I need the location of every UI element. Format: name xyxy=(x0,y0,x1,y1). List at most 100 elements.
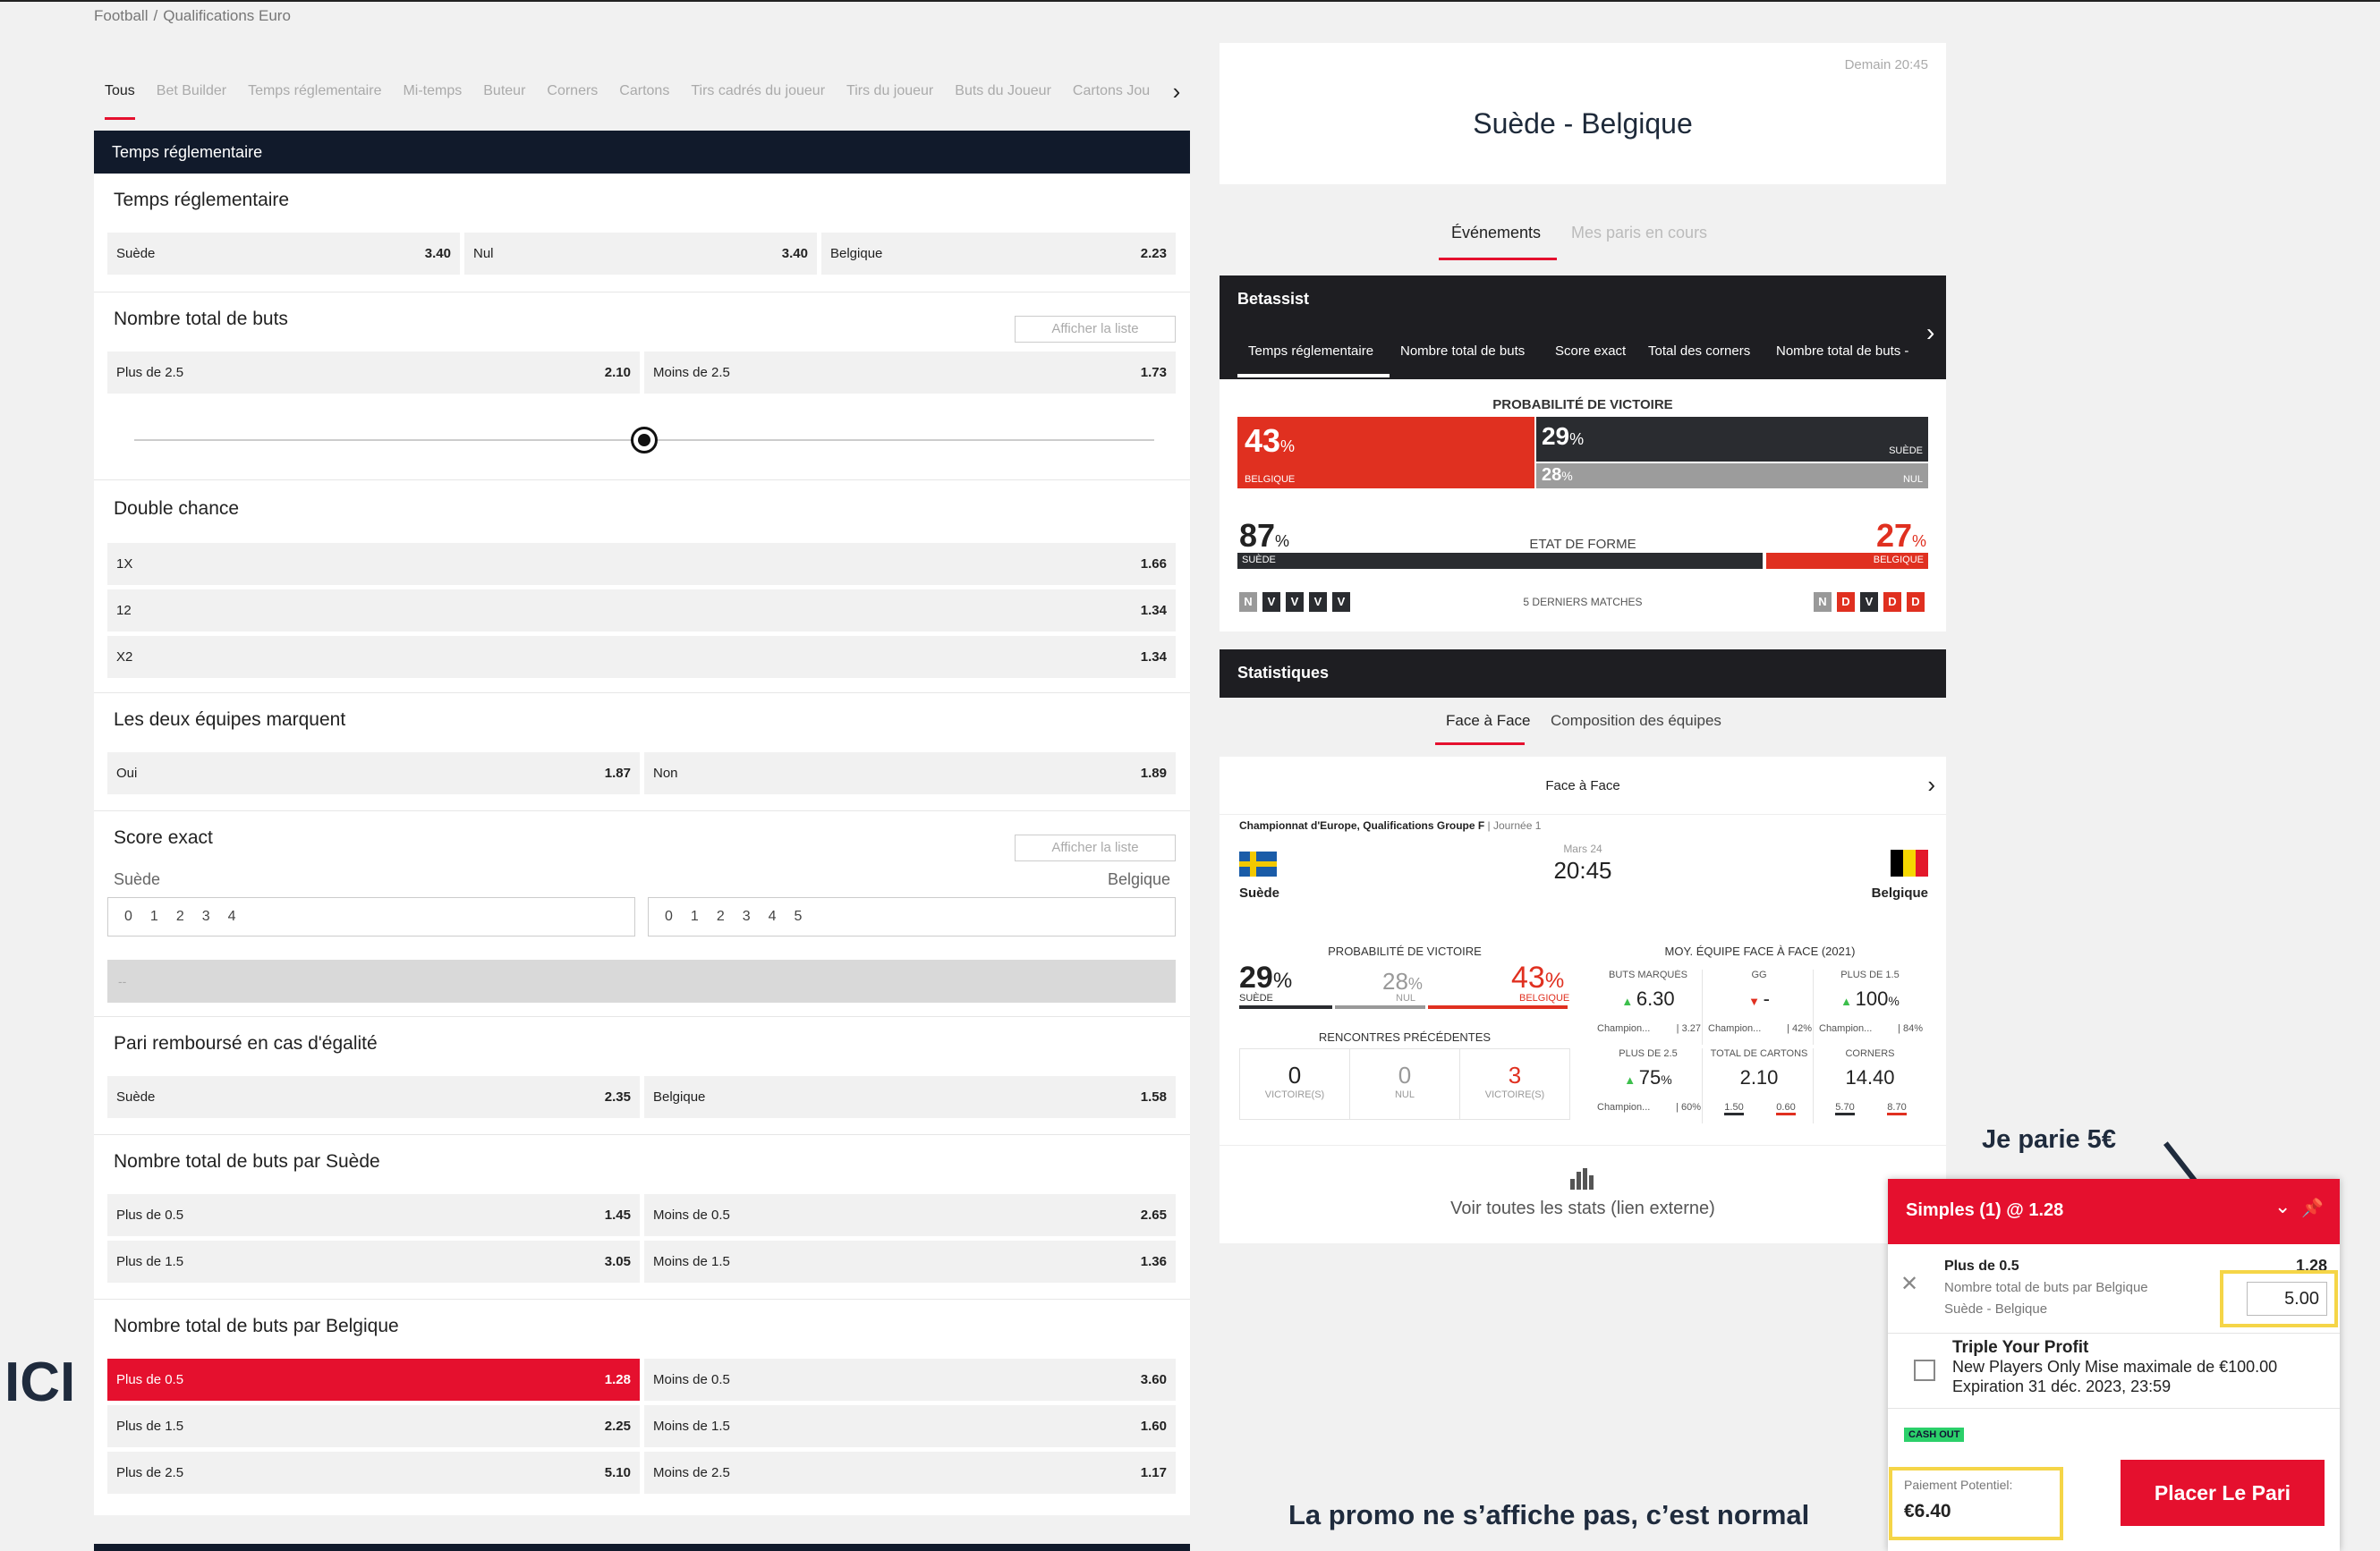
markets-panel: Temps réglementaire Temps réglementaire … xyxy=(94,131,1190,1515)
ba-active-tab-indicator xyxy=(1237,374,1390,377)
odd-button[interactable]: Plus de 1.5 3.05 xyxy=(107,1241,640,1283)
market-tabs: Tous Bet Builder Temps réglementaire Mi-… xyxy=(94,70,1190,122)
pct-sign: % xyxy=(1280,437,1296,455)
avg-sub: 5.70 8.70 xyxy=(1819,1102,1923,1115)
odd-button[interactable]: Moins de 2.5 1.17 xyxy=(644,1452,1176,1494)
odd-button[interactable]: Non 1.89 xyxy=(644,752,1176,794)
away-score-picker[interactable]: 0 1 2 3 4 5 xyxy=(648,897,1176,937)
belgique-prob-bar: 43% BELGIQUE xyxy=(1237,417,1534,488)
score-option[interactable]: 0 xyxy=(665,909,673,924)
chevron-right-icon[interactable]: › xyxy=(1163,70,1190,113)
odd-button[interactable]: X2 1.34 xyxy=(107,636,1176,678)
odd-label: Moins de 0.5 xyxy=(653,1208,730,1223)
tab-corners[interactable]: Corners xyxy=(547,83,599,98)
odd-button[interactable]: Moins de 1.5 1.60 xyxy=(644,1405,1176,1447)
score-option[interactable]: 3 xyxy=(201,909,210,924)
odd-button[interactable]: Moins de 1.5 1.36 xyxy=(644,1241,1176,1283)
tab-temps-reglementaire[interactable]: Temps réglementaire xyxy=(248,83,382,98)
exact-score-odd-button[interactable]: -- xyxy=(107,960,1176,1003)
tab-cartons-joueur[interactable]: Cartons Jou xyxy=(1072,83,1151,98)
ba-tab-exact[interactable]: Score exact xyxy=(1555,343,1627,359)
score-option[interactable]: 5 xyxy=(794,909,803,924)
odd-button[interactable]: Plus de 0.5 1.45 xyxy=(107,1194,640,1236)
tab-tirs-cadres[interactable]: Tirs cadrés du joueur xyxy=(691,83,826,98)
pct-sign: % xyxy=(1544,969,1565,993)
tab-buteur[interactable]: Buteur xyxy=(483,83,526,98)
odd-label: Moins de 2.5 xyxy=(653,1465,730,1480)
tab-cartons[interactable]: Cartons xyxy=(619,83,670,98)
odd-button[interactable]: Belgique 2.23 xyxy=(821,233,1176,275)
score-option[interactable]: 1 xyxy=(149,909,158,924)
odd-button[interactable]: Suède 2.35 xyxy=(107,1076,640,1118)
show-list-button[interactable]: Afficher la liste xyxy=(1015,316,1176,343)
tab-mes-paris[interactable]: Mes paris en cours xyxy=(1571,224,1708,242)
odd-button[interactable]: 1X 1.66 xyxy=(107,543,1176,585)
score-option[interactable]: 4 xyxy=(227,909,236,924)
match-header: Demain 20:45 Suède - Belgique xyxy=(1220,43,1946,184)
odd-button[interactable]: Moins de 2.5 1.73 xyxy=(644,352,1176,394)
score-option[interactable]: 3 xyxy=(742,909,751,924)
prev-label: VICTOIRE(S) xyxy=(1264,1089,1325,1100)
score-option[interactable]: 2 xyxy=(175,909,184,924)
chevron-down-icon[interactable]: ⌄ xyxy=(2274,1195,2291,1217)
odd-button[interactable]: Nul 3.40 xyxy=(464,233,817,275)
chevron-right-icon[interactable]: › xyxy=(1926,318,1935,346)
score-option[interactable]: 4 xyxy=(768,909,777,924)
tab-tirs-joueur[interactable]: Tirs du joueur xyxy=(846,83,934,98)
prev-away-wins: 3 VICTOIRE(S) xyxy=(1460,1049,1569,1119)
odd-button[interactable]: Moins de 0.5 3.60 xyxy=(644,1359,1176,1401)
odd-button[interactable]: Moins de 0.5 2.65 xyxy=(644,1194,1176,1236)
ba-tab-temps[interactable]: Temps réglementaire xyxy=(1248,343,1374,359)
ba-tab-corners[interactable]: Total des corners xyxy=(1648,343,1751,359)
show-list-button[interactable]: Afficher la liste xyxy=(1015,835,1176,861)
odd-button[interactable]: Suède 3.40 xyxy=(107,233,460,275)
form-belgique-bar: BELGIQUE xyxy=(1766,553,1928,569)
tab-bet-builder[interactable]: Bet Builder xyxy=(156,83,227,98)
score-option[interactable]: 1 xyxy=(690,909,699,924)
ba-tab-total[interactable]: Nombre total de buts xyxy=(1400,343,1526,359)
h2h-prob-draw-label: NUL xyxy=(1396,993,1416,1004)
tab-tous[interactable]: Tous xyxy=(94,70,146,122)
odd-button[interactable]: 12 1.34 xyxy=(107,589,1176,631)
tab-mi-temps[interactable]: Mi-temps xyxy=(403,83,463,98)
odd-button[interactable]: Oui 1.87 xyxy=(107,752,640,794)
stake-input[interactable]: 5.00 xyxy=(2247,1282,2327,1316)
odd-button[interactable]: Plus de 2.5 5.10 xyxy=(107,1452,640,1494)
h2h-prob-home-label: SUÈDE xyxy=(1239,993,1273,1004)
odd-value: 3.05 xyxy=(604,1254,631,1269)
tab-buts-joueur[interactable]: Buts du Joueur xyxy=(955,83,1051,98)
h2h-title[interactable]: Face à Face xyxy=(1545,778,1620,793)
form-result-N: N xyxy=(1814,592,1832,612)
breadcrumb-football[interactable]: Football xyxy=(94,7,149,24)
chevron-right-icon[interactable]: › xyxy=(1927,771,1935,798)
h2h-prob-title: PROBABILITÉ DE VICTOIRE xyxy=(1328,945,1482,958)
breadcrumb-competition[interactable]: Qualifications Euro xyxy=(163,7,291,24)
breadcrumb-sep: / xyxy=(153,7,158,24)
odd-button-selected[interactable]: Plus de 0.5 1.28 xyxy=(107,1359,640,1401)
pct-value: 28 xyxy=(1382,968,1408,995)
ba-tab-total-team[interactable]: Nombre total de buts - xyxy=(1776,343,1909,359)
pin-icon[interactable]: 📌 xyxy=(2301,1199,2324,1218)
score-option[interactable]: 0 xyxy=(124,909,132,924)
goal-line-slider-handle[interactable] xyxy=(631,427,658,453)
odd-button[interactable]: Plus de 2.5 2.10 xyxy=(107,352,640,394)
promo-checkbox[interactable] xyxy=(1914,1360,1935,1381)
home-score-picker[interactable]: 0 1 2 3 4 xyxy=(107,897,635,937)
belgium-flag-icon xyxy=(1891,850,1928,877)
tab-composition[interactable]: Composition des équipes xyxy=(1551,712,1721,729)
match-date: Mars 24 xyxy=(1563,843,1602,855)
odd-value: 3.40 xyxy=(781,246,808,261)
tab-evenements[interactable]: Événements xyxy=(1451,224,1542,242)
odd-button[interactable]: Belgique 1.58 xyxy=(644,1076,1176,1118)
close-icon[interactable]: ✕ xyxy=(1900,1272,1919,1296)
tab-face-a-face[interactable]: Face à Face xyxy=(1446,712,1531,729)
all-stats-link[interactable]: Voir toutes les stats (lien externe) xyxy=(1450,1199,1715,1218)
market-title: Double chance xyxy=(114,498,240,519)
bet-slip: Simples (1) @ 1.28 ⌄ 📌 ✕ Plus de 0.5 1.2… xyxy=(1888,1179,2340,1551)
odd-button[interactable]: Plus de 1.5 2.25 xyxy=(107,1405,640,1447)
h2h-prob-away: 43% xyxy=(1511,961,1564,996)
place-bet-button[interactable]: Placer Le Pari xyxy=(2121,1460,2325,1526)
score-option[interactable]: 2 xyxy=(716,909,725,924)
annotation-here: ICI xyxy=(4,1352,76,1413)
bet-slip-header[interactable]: Simples (1) @ 1.28 ⌄ 📌 xyxy=(1888,1179,2340,1244)
